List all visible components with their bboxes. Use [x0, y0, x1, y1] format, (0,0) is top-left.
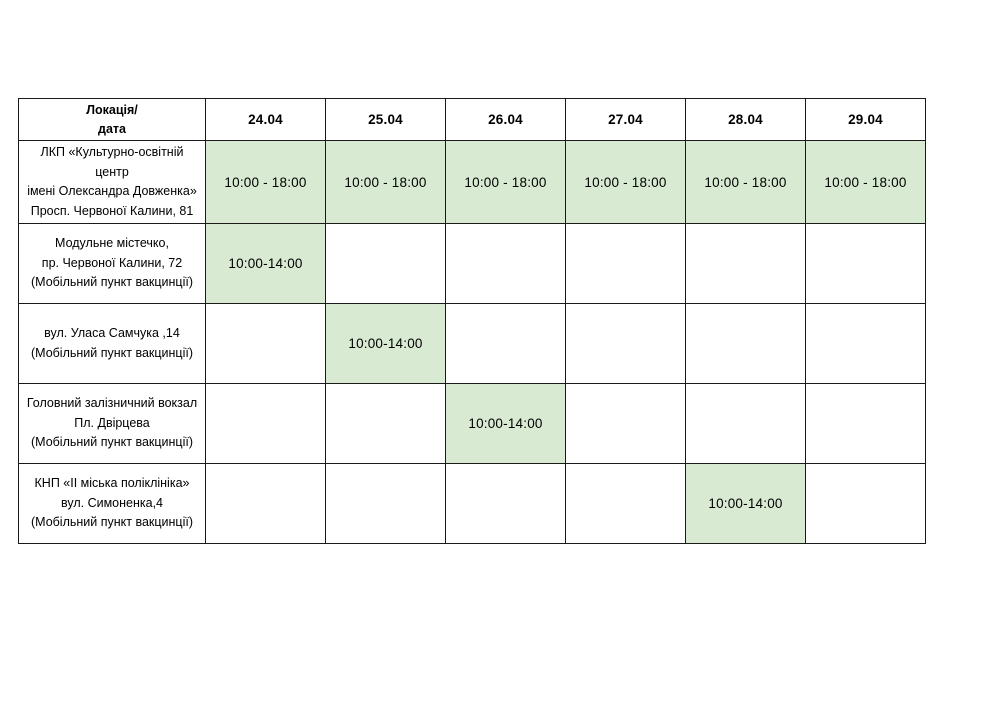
location-line: (Мобільний пункт вакцинції) [30, 515, 194, 530]
location-cell: Головний залізничний вокзал Пл. Двірцева (… [18, 383, 206, 464]
date-header-cell: 24.04 [205, 98, 326, 141]
empty-schedule-cell [325, 223, 446, 304]
empty-schedule-cell [445, 463, 566, 544]
location-line: КНП «ІІ міська поліклініка» [34, 476, 190, 491]
time-slot-cell: 10:00 - 18:00 [325, 140, 446, 224]
location-line: вул. Уласа Самчука ,14 [44, 326, 180, 340]
schedule-row: Головний залізничний вокзал Пл. Двірцева (… [18, 383, 926, 464]
vaccination-schedule-table: Локація/ дата 24.04 25.04 26.04 27.04 28.04 2… [18, 98, 926, 544]
location-line: імені Олександра Довженка» [27, 184, 197, 198]
empty-schedule-cell [205, 383, 326, 464]
location-line: Головний залізничний вокзал [26, 396, 198, 411]
schedule-row: ЛКП «Культурно-освітній центр імені Олекс… [18, 140, 926, 224]
empty-schedule-cell [565, 223, 686, 304]
location-line: Модульне містечко, [55, 236, 169, 251]
location-line: (Мобільний пункт вакцинції) [30, 345, 194, 360]
empty-schedule-cell [325, 383, 446, 464]
location-cell: ЛКП «Культурно-освітній центр імені Олекс… [18, 140, 206, 224]
schedule-table-head: Локація/ дата 24.04 25.04 26.04 27.04 28.04 2… [18, 98, 926, 141]
time-slot-cell: 10:00-14:00 [325, 303, 446, 384]
empty-schedule-cell [445, 223, 566, 304]
date-header-cell: 26.04 [445, 98, 566, 141]
location-cell: вул. Уласа Самчука ,14 (Мобільний пункт в… [18, 303, 206, 384]
time-slot-cell: 10:00-14:00 [685, 463, 806, 544]
date-header-cell: 27.04 [565, 98, 686, 141]
empty-schedule-cell [565, 303, 686, 384]
location-cell: Модульне містечко, пр. Червоної Калини, 7… [18, 223, 206, 304]
empty-schedule-cell [565, 383, 686, 464]
empty-schedule-cell [685, 383, 806, 464]
time-slot-cell: 10:00 - 18:00 [445, 140, 566, 224]
date-header-cell: 28.04 [685, 98, 806, 141]
location-line: пр. Червоної Калини, 72 [41, 255, 183, 270]
corner-label-line1: Локація/ [86, 102, 138, 117]
schedule-row: Модульне містечко, пр. Червоної Калини, 7… [18, 223, 926, 304]
empty-schedule-cell [805, 303, 926, 384]
empty-schedule-cell [205, 463, 326, 544]
time-slot-cell: 10:00-14:00 [205, 223, 326, 304]
schedule-row: КНП «ІІ міська поліклініка» вул. Симоненк… [18, 463, 926, 544]
empty-schedule-cell [805, 383, 926, 464]
empty-schedule-cell [685, 303, 806, 384]
date-header-cell: 25.04 [325, 98, 446, 141]
time-slot-cell: 10:00 - 18:00 [565, 140, 686, 224]
date-header-cell: 29.04 [805, 98, 926, 141]
time-slot-cell: 10:00 - 18:00 [685, 140, 806, 224]
location-cell: КНП «ІІ міська поліклініка» вул. Симоненк… [18, 463, 206, 544]
corner-header-cell: Локація/ дата [18, 98, 206, 141]
schedule-row: вул. Уласа Самчука ,14 (Мобільний пункт в… [18, 303, 926, 384]
empty-schedule-cell [205, 303, 326, 384]
schedule-table-body: ЛКП «Культурно-освітній центр імені Олекс… [18, 140, 926, 544]
header-row: Локація/ дата 24.04 25.04 26.04 27.04 28.04 2… [18, 98, 926, 141]
empty-schedule-cell [445, 303, 566, 384]
time-slot-cell: 10:00 - 18:00 [805, 140, 926, 224]
location-line: ЛКП «Культурно-освітній центр [40, 145, 184, 179]
empty-schedule-cell [565, 463, 686, 544]
time-slot-cell: 10:00 - 18:00 [205, 140, 326, 224]
location-line: вул. Симоненка,4 [60, 495, 163, 510]
empty-schedule-cell [805, 223, 926, 304]
empty-schedule-cell [325, 463, 446, 544]
time-slot-cell: 10:00-14:00 [445, 383, 566, 464]
location-line: Пл. Двірцева [74, 415, 150, 430]
corner-label-line2: дата [98, 121, 126, 136]
location-line: (Мобільний пункт вакцинції) [30, 435, 194, 450]
empty-schedule-cell [685, 223, 806, 304]
empty-schedule-cell [805, 463, 926, 544]
location-line: (Мобільний пункт вакцинції) [30, 275, 194, 290]
location-line: Просп. Червоної Калини, 81 [30, 203, 194, 218]
